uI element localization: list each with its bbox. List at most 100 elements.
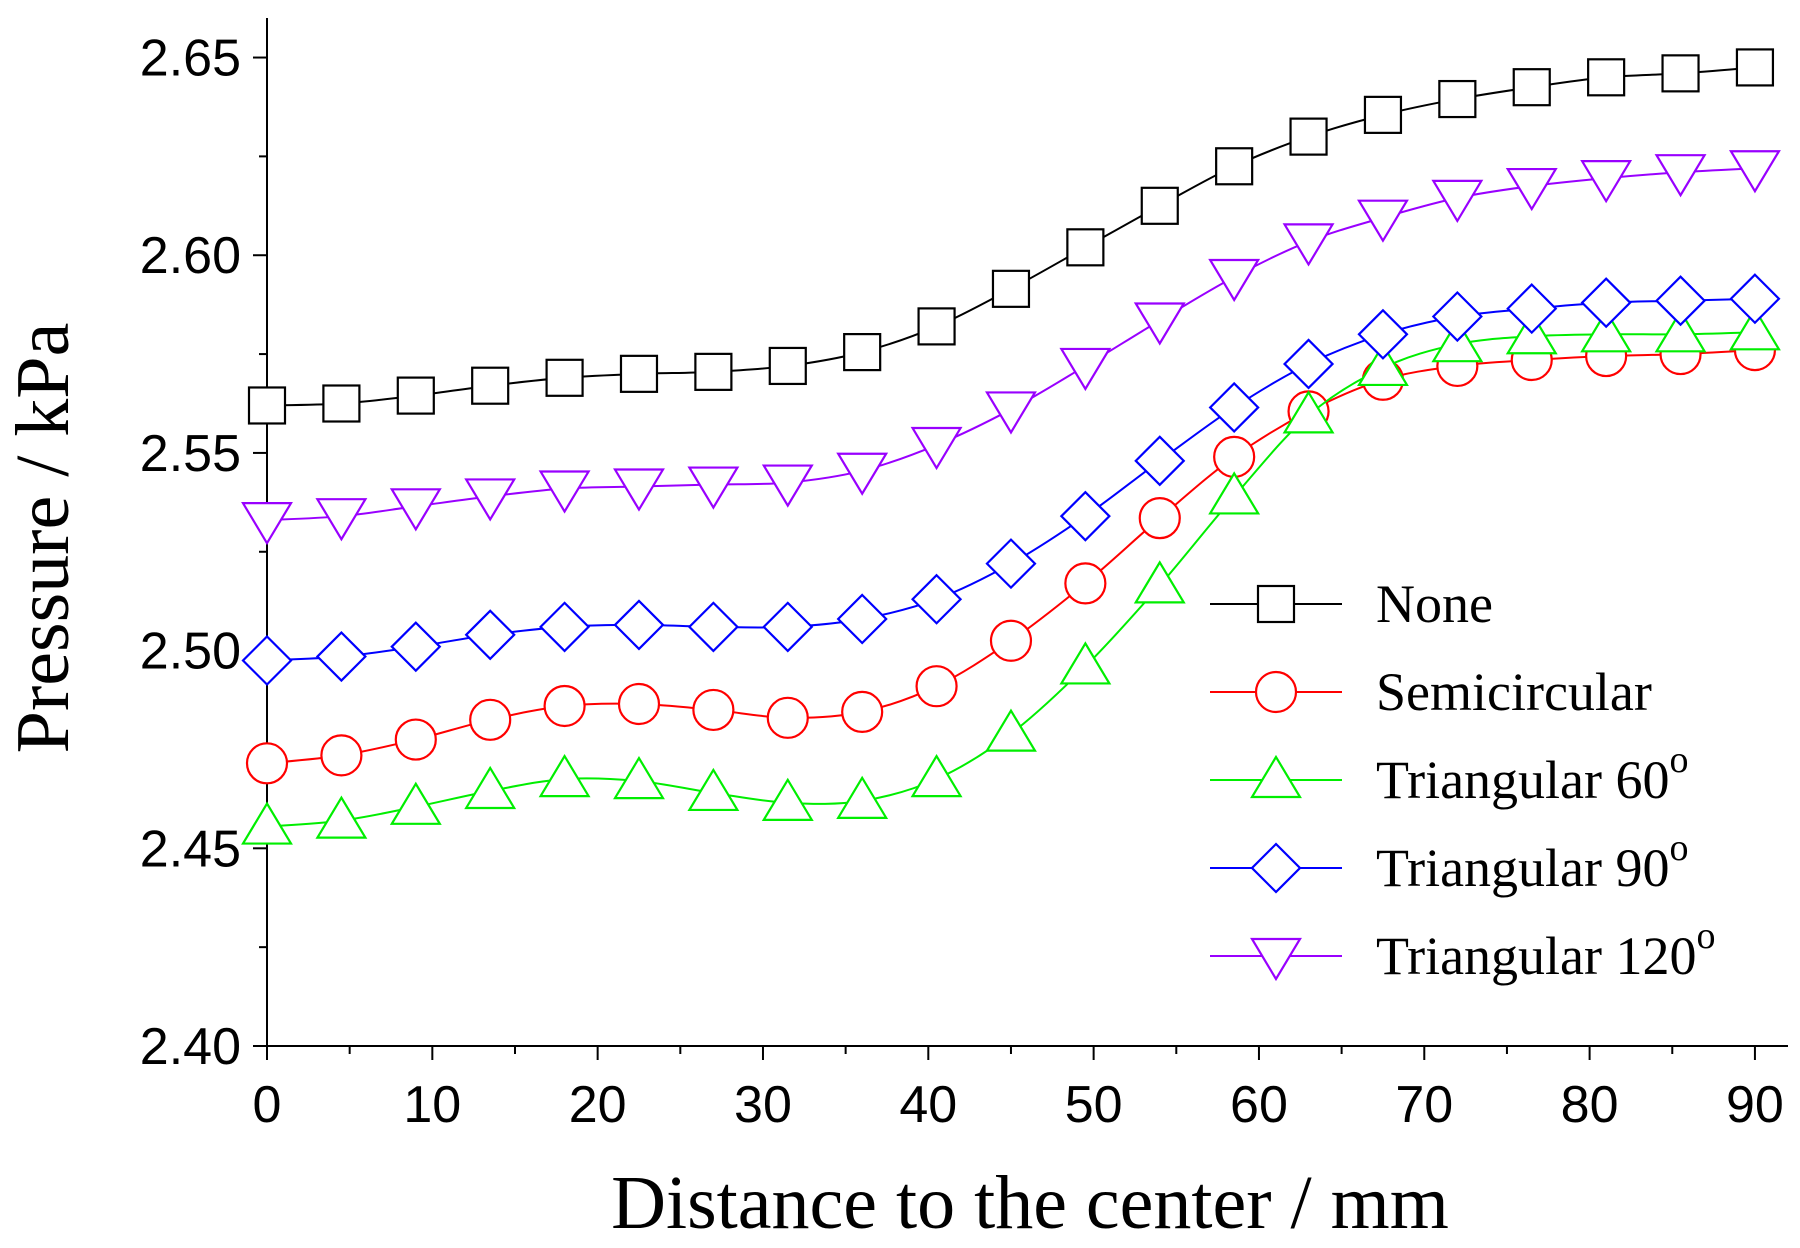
- legend-marker: [1250, 937, 1302, 982]
- y-tick-label: 2.55: [140, 425, 241, 483]
- data-point: [469, 698, 512, 741]
- data-point: [985, 538, 1037, 590]
- data-point: [1729, 273, 1781, 325]
- data-point: [613, 468, 665, 512]
- data-point: [836, 452, 889, 496]
- legend-label: Triangular 120o: [1376, 915, 1716, 986]
- data-point: [389, 781, 442, 825]
- data-point: [1728, 150, 1781, 194]
- data-point: [1438, 79, 1477, 119]
- data-point: [841, 690, 884, 734]
- data-point: [389, 488, 442, 532]
- y-tick-label: 2.40: [140, 1018, 241, 1076]
- data-point: [322, 384, 361, 423]
- data-point: [761, 464, 814, 508]
- legend-label: Triangular 60o: [1376, 739, 1689, 810]
- data-point: [687, 466, 740, 510]
- data-point: [910, 426, 963, 471]
- data-point: [915, 665, 958, 708]
- series-line: [266, 331, 1755, 828]
- data-point: [315, 630, 367, 683]
- data-point: [1580, 277, 1632, 329]
- data-point: [543, 684, 586, 728]
- data-point: [1282, 338, 1335, 390]
- data-point: [396, 376, 435, 415]
- data-point: [1512, 68, 1551, 107]
- legend-marker: [1250, 842, 1302, 894]
- data-point: [1059, 347, 1112, 392]
- x-axis-title: Distance to the center / mm: [611, 1161, 1449, 1245]
- data-point: [1654, 275, 1707, 327]
- data-point: [1282, 223, 1335, 267]
- data-point: [1580, 160, 1633, 204]
- data-point: [394, 718, 437, 761]
- axes: 0 10 20 30 40 50 60 70 80 90 2.40 2.45 2.50 2.55 2.60 2…: [140, 18, 1788, 1134]
- data-point: [545, 358, 584, 397]
- data-point: [1363, 95, 1403, 134]
- data-point: [1357, 199, 1409, 243]
- data-point: [315, 795, 368, 839]
- data-point: [241, 801, 293, 845]
- legend-marker: [1250, 754, 1302, 799]
- data-point: [1133, 560, 1186, 604]
- legend-entry: Semicircular: [1210, 662, 1652, 722]
- data-point: [1059, 641, 1112, 685]
- data-point: [1728, 307, 1781, 351]
- data-point: [1133, 302, 1186, 346]
- data-point: [1431, 290, 1483, 343]
- data-point: [843, 333, 882, 372]
- data-point: [320, 734, 363, 777]
- data-point: [241, 502, 293, 546]
- data-point: [1580, 309, 1633, 353]
- series-layer: [241, 48, 1781, 845]
- data-point: [315, 498, 368, 542]
- series-2: [241, 307, 1781, 845]
- data-point: [687, 767, 740, 812]
- data-point: [762, 601, 814, 653]
- legend: None Semicircular Triangular 60o Triangular…: [1210, 574, 1716, 986]
- data-point: [247, 386, 287, 425]
- x-tick-label: 30: [734, 1076, 792, 1134]
- x-tick-label: 20: [569, 1076, 627, 1134]
- data-point: [1654, 154, 1707, 198]
- data-point: [1282, 390, 1335, 434]
- x-tick-label: 50: [1065, 1076, 1123, 1134]
- data-point: [1134, 435, 1186, 487]
- y-tick-label: 2.65: [140, 30, 241, 88]
- x-tick-label: 80: [1561, 1076, 1619, 1134]
- data-point: [766, 696, 809, 739]
- data-point: [613, 755, 665, 800]
- data-point: [1654, 309, 1707, 353]
- y-tick-label: 2.50: [140, 623, 241, 681]
- data-point: [471, 366, 510, 405]
- data-point: [1059, 490, 1111, 542]
- x-tick-label: 10: [403, 1076, 461, 1134]
- x-tick-label: 0: [253, 1076, 282, 1134]
- series-3: [241, 273, 1781, 687]
- data-point: [245, 742, 289, 785]
- x-tick-label: 40: [899, 1076, 957, 1134]
- data-point: [1506, 283, 1558, 335]
- data-point: [1208, 471, 1261, 515]
- data-point: [694, 352, 733, 391]
- data-point: [1215, 147, 1254, 186]
- data-point: [390, 621, 442, 673]
- series-4: [241, 150, 1781, 546]
- data-point: [1587, 58, 1626, 97]
- y-tick-label: 2.45: [140, 820, 241, 878]
- data-point: [687, 601, 739, 653]
- y-axis-title: Pressure / kPa: [1, 323, 85, 754]
- legend-entry: None: [1210, 574, 1493, 634]
- legend-entry: Triangular 60o: [1210, 739, 1689, 810]
- data-point: [1357, 308, 1409, 360]
- data-point: [464, 609, 516, 661]
- data-point: [985, 708, 1037, 752]
- legend-label: Triangular 90o: [1376, 827, 1689, 898]
- legend-entry: Triangular 90o: [1210, 827, 1689, 898]
- data-point: [617, 682, 661, 726]
- data-point: [1064, 562, 1107, 605]
- data-point: [538, 753, 591, 798]
- legend-label: None: [1376, 574, 1493, 634]
- data-point: [464, 478, 517, 522]
- data-point: [910, 753, 963, 798]
